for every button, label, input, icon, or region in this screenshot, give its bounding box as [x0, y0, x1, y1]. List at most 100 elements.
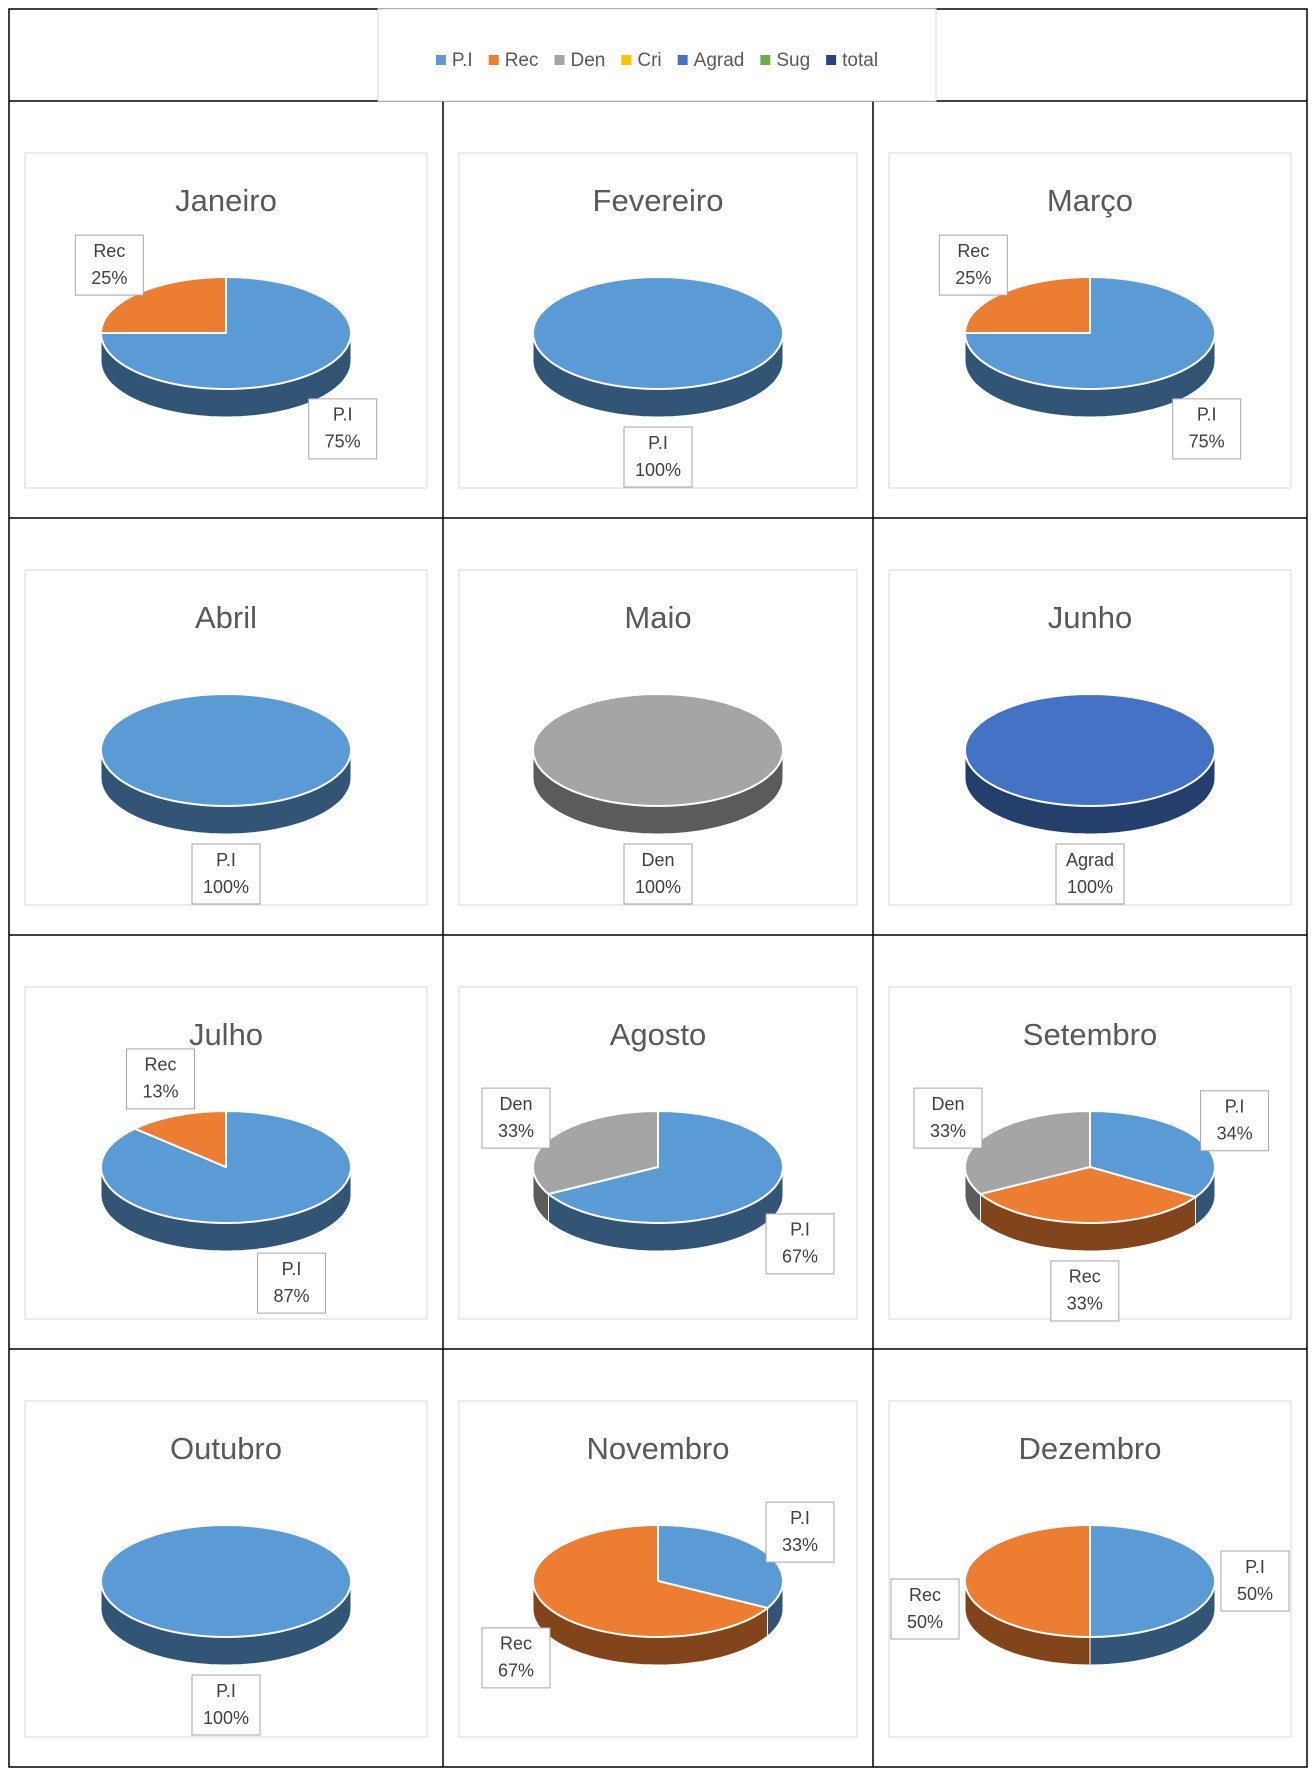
- legend-box: [377, 8, 937, 102]
- legend-label: Agrad: [694, 50, 745, 71]
- data-label-value: 33%: [782, 1535, 818, 1555]
- data-label-value: 100%: [635, 877, 681, 897]
- legend-marker: [677, 55, 688, 65]
- data-label-category: Rec: [500, 1634, 532, 1654]
- pie-chart: Julho P.I 87% Rec 13%: [24, 986, 428, 1320]
- pie-slice: [546, 1109, 785, 1224]
- pie-slice: [100, 1523, 352, 1639]
- data-label-box: [481, 1627, 551, 1689]
- pie-chart: Abril P.I 100%: [24, 569, 428, 906]
- chart-title: Abril: [195, 600, 257, 635]
- legend-marker: [760, 55, 771, 65]
- chart-title: Setembro: [1023, 1017, 1157, 1052]
- data-label-value: 75%: [325, 432, 361, 452]
- legend-marker: [435, 55, 446, 65]
- data-label-box: [938, 234, 1008, 296]
- legend-label: Sug: [776, 50, 810, 71]
- data-label-value: 100%: [635, 460, 681, 480]
- legend-label: Den: [571, 50, 606, 71]
- legend: P.I Rec Den Cri Agrad Sug total: [435, 50, 878, 71]
- data-label-category: P.I: [216, 1681, 236, 1701]
- pie-slice: [532, 692, 784, 808]
- chart-title: Dezembro: [1019, 1431, 1162, 1466]
- legend-marker: [554, 55, 565, 65]
- data-label-box: [1172, 398, 1242, 460]
- data-label-category: Rec: [144, 1055, 176, 1075]
- chart-title: Junho: [1048, 600, 1132, 635]
- data-label-value: 34%: [1217, 1124, 1253, 1144]
- data-label-value: 33%: [930, 1121, 966, 1141]
- data-label-category: Den: [931, 1094, 964, 1114]
- pie-slice: [1089, 1523, 1216, 1639]
- data-label-value: 33%: [498, 1121, 534, 1141]
- data-label-box: [74, 234, 144, 296]
- data-label-category: P.I: [216, 850, 236, 870]
- data-label-box: [257, 1252, 327, 1314]
- data-label-box: [308, 398, 378, 460]
- data-label-box: [623, 843, 693, 905]
- data-label-box: [191, 843, 261, 905]
- pie-chart: Fevereiro P.I 100%: [458, 152, 858, 489]
- data-label-box: [125, 1048, 195, 1110]
- pie-chart: Outubro P.I 100%: [24, 1400, 428, 1738]
- pie-chart: Dezembro P.I 50% Rec 50%: [888, 1400, 1292, 1738]
- data-label-category: Rec: [909, 1585, 941, 1605]
- data-label-category: P.I: [1197, 405, 1217, 425]
- pie-chart: Junho Agrad 100%: [888, 569, 1292, 906]
- data-label-value: 13%: [142, 1082, 178, 1102]
- data-label-category: Rec: [1069, 1267, 1101, 1287]
- chart-title: Janeiro: [175, 183, 277, 218]
- data-label-category: P.I: [282, 1259, 302, 1279]
- data-label-box: [1220, 1550, 1290, 1612]
- data-label-value: 50%: [1237, 1584, 1273, 1604]
- data-label-value: 25%: [91, 268, 127, 288]
- chart-title: Março: [1047, 183, 1133, 218]
- data-label-category: P.I: [790, 1508, 810, 1528]
- pie-chart: Novembro P.I 33% Rec 67%: [458, 1400, 858, 1738]
- data-label-value: 25%: [955, 268, 991, 288]
- pie-chart: Março P.I 75% Rec 25%: [888, 152, 1292, 489]
- pie-slice: [100, 692, 352, 808]
- pie-chart: Agosto P.I 67% Den 33%: [458, 986, 858, 1320]
- pie-chart: Setembro P.I 34% Rec 33% Den 33%: [888, 986, 1292, 1322]
- pie-slice: [532, 275, 784, 391]
- data-label-value: 100%: [203, 1708, 249, 1728]
- data-label-box: [913, 1087, 983, 1149]
- legend-marker: [826, 55, 837, 65]
- data-label-box: [890, 1578, 960, 1640]
- chart-title: Fevereiro: [593, 183, 724, 218]
- data-label-category: Rec: [93, 241, 125, 261]
- chart-title: Agosto: [610, 1017, 707, 1052]
- pie-slice: [964, 1523, 1091, 1639]
- legend-marker: [488, 55, 499, 65]
- data-label-box: [481, 1087, 551, 1149]
- data-label-value: 67%: [782, 1247, 818, 1267]
- chart-title: Outubro: [170, 1431, 282, 1466]
- data-label-value: 33%: [1067, 1294, 1103, 1314]
- chart-title: Novembro: [587, 1431, 730, 1466]
- data-label-box: [623, 426, 693, 488]
- legend-label: total: [842, 50, 878, 71]
- legend-label: P.I: [452, 50, 473, 71]
- data-label-value: 100%: [1067, 877, 1113, 897]
- data-label-box: [191, 1674, 261, 1736]
- data-label-category: P.I: [1245, 1557, 1265, 1577]
- chart-title: Maio: [624, 600, 691, 635]
- legend-label: Rec: [505, 50, 539, 71]
- legend-marker: [621, 55, 632, 65]
- chart-title: Julho: [189, 1017, 263, 1052]
- data-label-box: [1055, 843, 1125, 905]
- data-label-category: P.I: [1225, 1097, 1245, 1117]
- pie-slice: [964, 692, 1216, 808]
- data-label-category: Rec: [957, 241, 989, 261]
- pie-slice: [531, 1523, 770, 1638]
- data-label-category: P.I: [333, 405, 353, 425]
- data-label-box: [765, 1501, 835, 1563]
- data-label-category: P.I: [648, 433, 668, 453]
- data-label-category: Den: [641, 850, 674, 870]
- data-label-value: 50%: [907, 1612, 943, 1632]
- data-label-value: 87%: [274, 1286, 310, 1306]
- data-label-category: Den: [499, 1094, 532, 1114]
